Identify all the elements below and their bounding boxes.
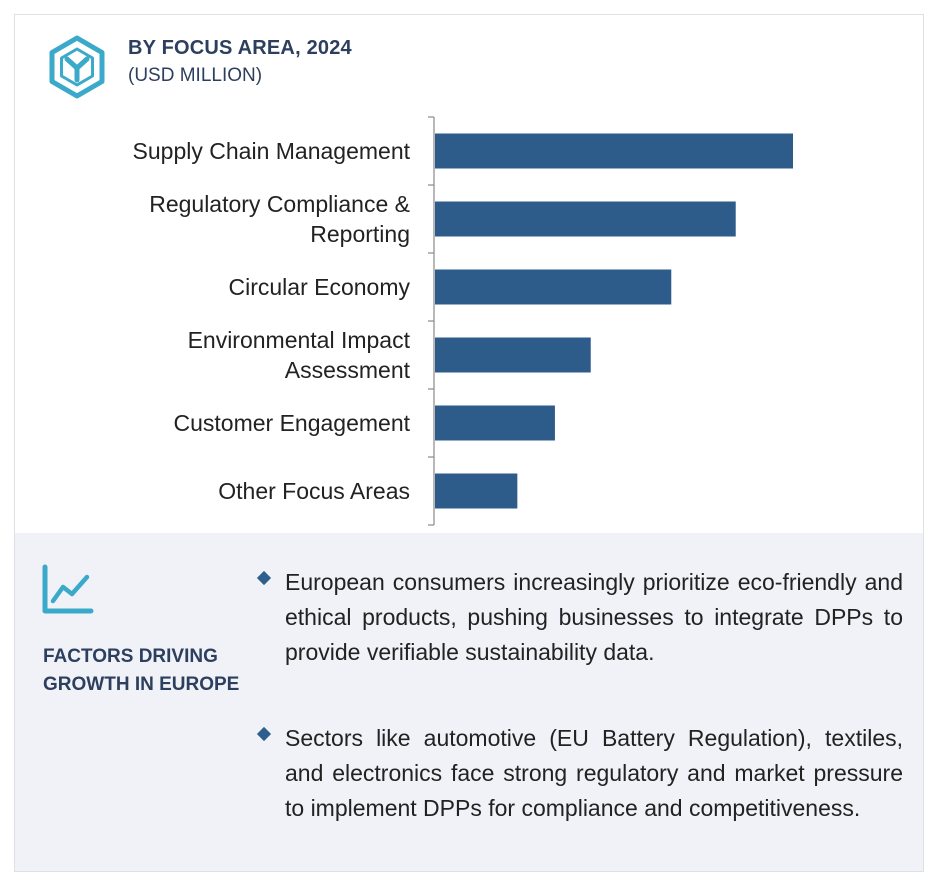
bar	[435, 405, 555, 441]
bar-chart: Supply Chain Management Regulatory Compli…	[15, 107, 923, 537]
bar	[435, 337, 591, 373]
factors-heading: FACTORS DRIVING GROWTH IN EUROPE	[43, 646, 240, 695]
bar-chart-plot	[428, 116, 793, 526]
category-label: Environmental Impact Assessment	[187, 327, 410, 383]
chart-title: BY FOCUS AREA, 2024	[128, 37, 352, 59]
category-label: Circular Economy	[228, 274, 411, 300]
bar	[435, 201, 736, 237]
bar	[435, 473, 518, 509]
category-label: Supply Chain Management	[132, 138, 410, 164]
category-label: Regulatory Compliance & Reporting	[149, 191, 410, 247]
diamond-bullet-icon	[256, 570, 272, 586]
line-chart-icon	[42, 564, 94, 614]
factor-bullet-1: European consumers increasingly prioriti…	[255, 565, 903, 670]
factor-bullet-text: Sectors like automotive (EU Battery Regu…	[285, 725, 903, 821]
hexagon-y-logo-icon	[49, 35, 105, 99]
diamond-bullet-icon	[256, 726, 272, 742]
category-label: Customer Engagement	[173, 410, 410, 436]
factor-bullet-text: European consumers increasingly prioriti…	[285, 569, 903, 665]
category-label: Other Focus Areas	[218, 478, 410, 504]
chart-subtitle: (USD MILLION)	[128, 65, 263, 86]
factors-panel: FACTORS DRIVING GROWTH IN EUROPE Europea…	[15, 533, 923, 871]
infographic-card: BY FOCUS AREA, 2024 (USD MILLION) Supply…	[14, 14, 924, 872]
chart-header: BY FOCUS AREA, 2024 (USD MILLION)	[15, 15, 923, 115]
bar	[435, 269, 672, 305]
bar	[435, 133, 793, 169]
factor-bullet-2: Sectors like automotive (EU Battery Regu…	[255, 721, 903, 826]
